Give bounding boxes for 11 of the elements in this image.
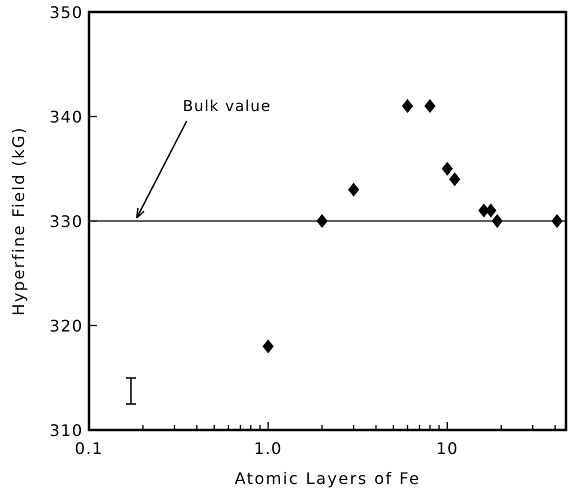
y-tick-label: 320 <box>49 316 83 336</box>
y-tick-label: 330 <box>49 212 83 231</box>
ref-line-label: Bulk value <box>182 97 272 115</box>
x-tick-label: 10 <box>436 439 458 458</box>
x-tick-label: 1.0 <box>254 439 282 458</box>
y-tick-label: 340 <box>49 108 83 126</box>
x-tick-label: 0.1 <box>74 439 104 458</box>
y-tick-label: 310 <box>49 421 83 440</box>
y-tick-label: 350 <box>49 3 83 22</box>
x-axis-title: Atomic Layers of Fe <box>234 469 420 488</box>
y-axis-title: Hyperfine Field (kG) <box>9 126 28 316</box>
